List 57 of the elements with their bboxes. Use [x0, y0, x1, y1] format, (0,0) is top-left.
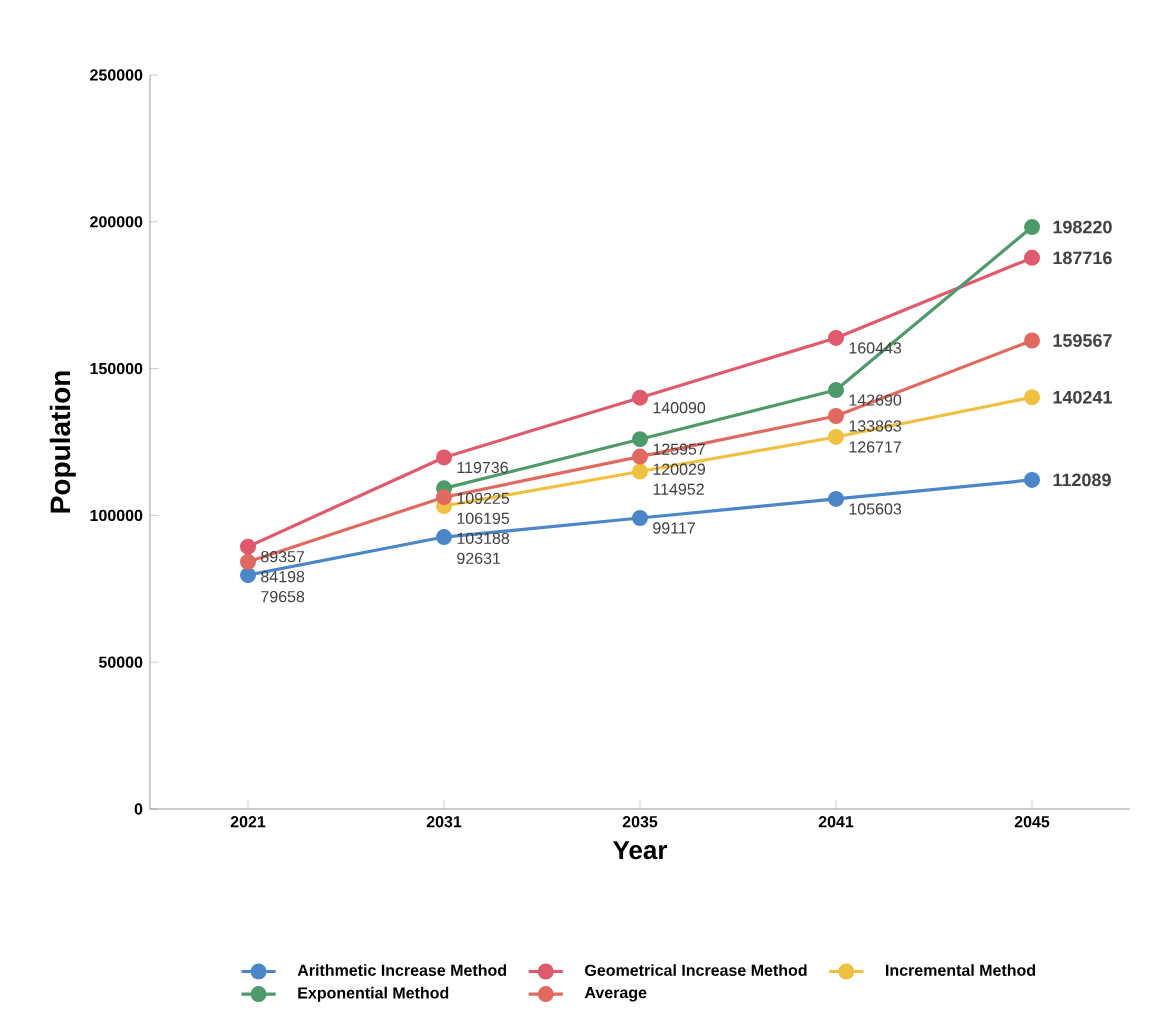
data-label: 106195: [457, 512, 510, 524]
point: [240, 566, 256, 583]
point: [828, 407, 845, 424]
point: [1024, 218, 1041, 235]
data-label: 120029: [653, 463, 706, 475]
point: [240, 538, 256, 555]
point: [436, 528, 452, 545]
point: [1024, 471, 1041, 488]
data-label: 159567: [1053, 333, 1112, 347]
point: [632, 463, 649, 480]
point: [828, 428, 845, 445]
data-label: 187716: [1053, 251, 1112, 265]
x-tick-label: 2035: [622, 815, 658, 828]
x-tick-label: 2045: [1014, 815, 1050, 828]
data-label: 89357: [261, 550, 305, 563]
point: [632, 431, 649, 448]
data-label: 119736: [457, 461, 508, 473]
x-tick-label: 2031: [426, 815, 462, 828]
point: [436, 489, 452, 506]
y-tick-label: 200000: [90, 215, 143, 228]
y-tick-label: 100000: [90, 509, 143, 521]
data-label: 140090: [653, 401, 706, 414]
legend-label: Exponential Method: [298, 986, 449, 1002]
y-tick-label: 150000: [90, 362, 143, 375]
point: [632, 389, 649, 406]
x-tick-label: 2021: [230, 815, 266, 828]
data-label: 126717: [849, 441, 901, 453]
y-tick-label: 250000: [90, 69, 143, 81]
y-axis-title: Population: [49, 371, 76, 513]
point: [436, 449, 452, 466]
data-label: 112089: [1053, 473, 1111, 487]
data-label: 198220: [1053, 220, 1112, 234]
x-axis-title: Year: [612, 840, 668, 860]
point: [1024, 389, 1041, 406]
point: [828, 381, 845, 398]
legend-label: Incremental Method: [886, 964, 1036, 976]
point: [828, 329, 845, 346]
data-label: 103188: [457, 532, 510, 544]
y-tick-label: 0: [134, 803, 143, 815]
point: [240, 553, 256, 570]
legend-label: Average: [584, 986, 647, 1002]
data-label: 114952: [653, 483, 704, 495]
data-label: 92631: [457, 552, 501, 564]
data-label: 84198: [261, 570, 305, 583]
point: [1024, 332, 1041, 349]
point: [632, 448, 649, 465]
point: [632, 509, 649, 526]
legend-label: Arithmetic Increase Method: [297, 964, 507, 976]
point: [828, 490, 845, 507]
data-label: 79658: [261, 590, 305, 603]
legend-label: Geometrical Increase Method: [585, 964, 807, 976]
data-label: 105603: [849, 503, 902, 515]
y-tick-label: 50000: [98, 656, 143, 668]
data-label: 99117: [653, 522, 695, 534]
point: [1024, 249, 1041, 266]
data-label: 140241: [1053, 390, 1112, 404]
x-tick-label: 2041: [818, 815, 854, 828]
